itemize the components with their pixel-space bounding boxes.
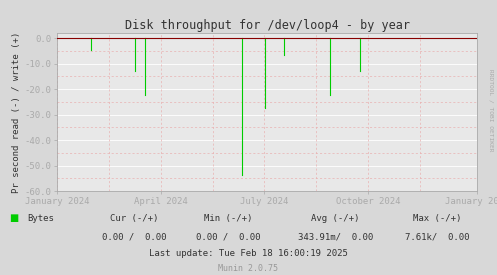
Text: Cur (-/+): Cur (-/+)	[110, 214, 159, 223]
Text: Bytes: Bytes	[27, 214, 54, 223]
Text: 343.91m/  0.00: 343.91m/ 0.00	[298, 232, 373, 241]
Text: Max (-/+): Max (-/+)	[413, 214, 462, 223]
Text: Munin 2.0.75: Munin 2.0.75	[219, 264, 278, 273]
Text: Min (-/+): Min (-/+)	[204, 214, 253, 223]
Text: 0.00 /  0.00: 0.00 / 0.00	[196, 232, 261, 241]
Y-axis label: Pr second read (-) / write (+): Pr second read (-) / write (+)	[11, 31, 20, 193]
Text: 0.00 /  0.00: 0.00 / 0.00	[102, 232, 166, 241]
Title: Disk throughput for /dev/loop4 - by year: Disk throughput for /dev/loop4 - by year	[125, 19, 410, 32]
Text: RRDTOOL / TOBI OETIKER: RRDTOOL / TOBI OETIKER	[489, 69, 494, 151]
Text: Last update: Tue Feb 18 16:00:19 2025: Last update: Tue Feb 18 16:00:19 2025	[149, 249, 348, 258]
Text: 7.61k/  0.00: 7.61k/ 0.00	[405, 232, 470, 241]
Text: ■: ■	[9, 213, 18, 223]
Text: Avg (-/+): Avg (-/+)	[311, 214, 360, 223]
